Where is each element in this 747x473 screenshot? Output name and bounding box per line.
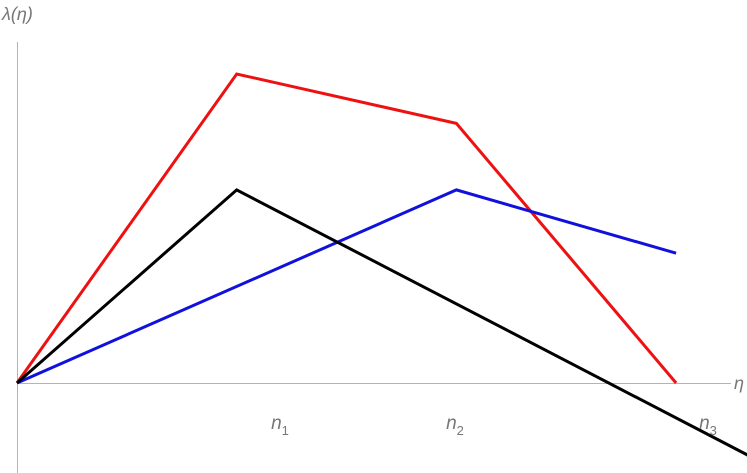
x-axis-label: η xyxy=(734,373,744,393)
axes xyxy=(17,42,731,473)
series-line-black xyxy=(16,188,747,457)
y-axis-label: λ(η) xyxy=(1,4,33,24)
x-tick-label: n3 xyxy=(699,413,717,438)
series-layer xyxy=(15,72,747,457)
x-tick-label: n1 xyxy=(271,413,289,438)
x-tick-label: n2 xyxy=(446,413,464,438)
series-line-blue xyxy=(16,188,677,385)
series-line-red xyxy=(15,72,678,384)
tick-labels: n1 n2 n3 xyxy=(271,413,717,438)
